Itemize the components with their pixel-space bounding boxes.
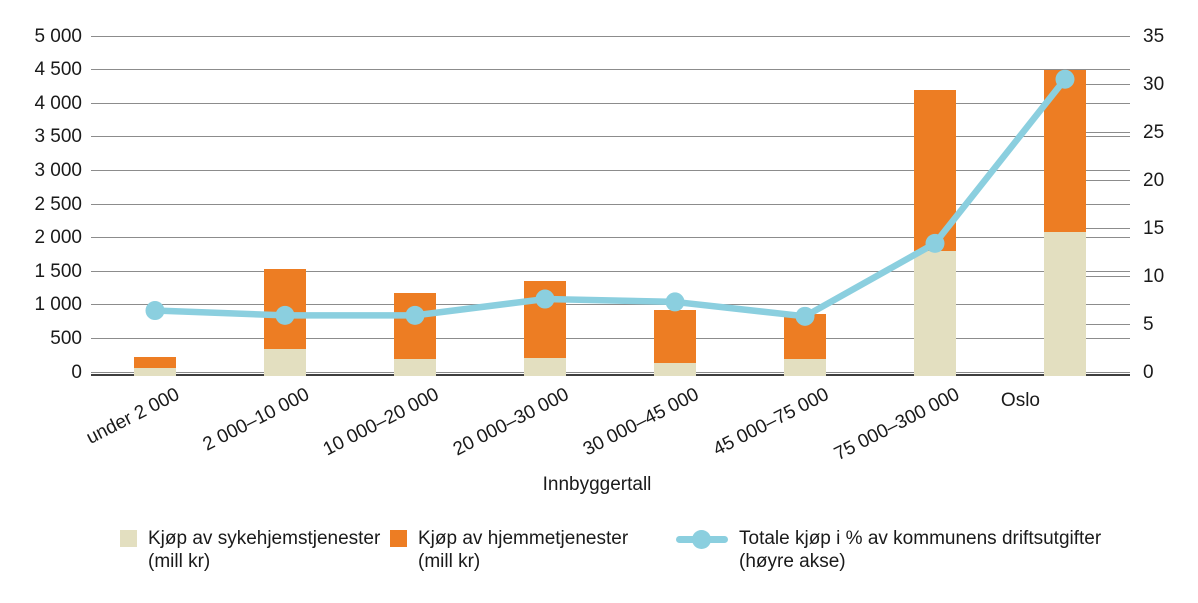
- right-axis-tick: [1083, 227, 1130, 229]
- line-marker: [405, 305, 425, 325]
- bar-segment-sykehjem: [914, 251, 956, 376]
- gridline: [91, 69, 1130, 71]
- right-axis-label: 35: [1143, 25, 1165, 47]
- right-axis-label: 30: [1143, 73, 1165, 95]
- right-axis-tick: [1083, 35, 1130, 37]
- line-marker: [925, 233, 945, 253]
- bar-segment-hjemme: [394, 292, 436, 360]
- bar-segment-sykehjem: [264, 349, 306, 376]
- left-axis-label: 3 000: [34, 159, 82, 181]
- legend-label-line1: Totale kjøp i % av kommunens driftsutgif…: [739, 528, 1102, 549]
- left-axis-label: 2 000: [34, 227, 82, 249]
- legend-item-hjemme: Kjøp av hjemmetjenester (mill kr): [390, 528, 628, 573]
- legend-swatch-hjemme: [390, 530, 407, 547]
- left-axis-label: 1 500: [34, 260, 82, 282]
- x-axis-label: Oslo: [1000, 390, 1040, 411]
- right-axis-label: 25: [1143, 121, 1165, 143]
- gridline: [91, 169, 1130, 171]
- left-axis-label: 5 000: [34, 25, 82, 47]
- gridline: [91, 35, 1130, 37]
- right-axis-label: 10: [1143, 265, 1165, 287]
- legend-swatch-sykehjem: [120, 530, 137, 547]
- gridline: [91, 304, 1130, 306]
- legend-swatch-line-dot-icon: [676, 529, 728, 550]
- legend-label-line2: (høyre akse): [739, 550, 846, 572]
- line-marker: [1055, 69, 1075, 89]
- legend-label-line1: Kjøp av hjemmetjenester: [418, 528, 629, 549]
- left-axis-label: 500: [50, 327, 82, 349]
- gridline: [91, 371, 1130, 373]
- gridline: [91, 337, 1130, 339]
- left-axis-label: 1 000: [34, 294, 82, 316]
- gridline: [91, 136, 1130, 138]
- bar-segment-hjemme: [134, 356, 176, 368]
- line-path: [151, 75, 1069, 320]
- legend-label-sykehjem: Kjøp av sykehjemstjenester (mill kr): [148, 528, 380, 573]
- line-marker: [275, 305, 295, 325]
- right-axis-tick: [1083, 131, 1130, 133]
- left-axis-label: 4 000: [34, 92, 82, 114]
- line-marker: [795, 306, 815, 326]
- bar-segment-hjemme: [654, 309, 696, 364]
- bar-segment-sykehjem: [654, 363, 696, 376]
- gridline: [91, 270, 1130, 272]
- right-axis-label: 15: [1143, 217, 1165, 239]
- bar-segment-sykehjem: [524, 357, 566, 376]
- legend-label-line1: Kjøp av sykehjemstjenester: [148, 528, 381, 549]
- legend-label-line2: (mill kr): [148, 550, 211, 572]
- right-axis-tick: [1083, 371, 1130, 373]
- line-marker: [535, 289, 555, 309]
- gridline: [91, 237, 1130, 239]
- right-axis-tick: [1083, 83, 1130, 85]
- right-axis-label: 0: [1143, 361, 1154, 383]
- line-marker: [665, 292, 685, 312]
- gridline: [91, 203, 1130, 205]
- line-marker: [145, 301, 165, 321]
- legend-label-line2: (mill kr): [418, 550, 481, 572]
- right-axis-tick: [1083, 179, 1130, 181]
- x-axis-title: Innbyggertall: [542, 474, 652, 495]
- right-axis-tick: [1083, 323, 1130, 325]
- bar-segment-sykehjem: [1044, 231, 1086, 376]
- bar-segment-sykehjem: [134, 367, 176, 376]
- left-axis-label: 4 500: [34, 59, 82, 81]
- right-axis-tick: [1083, 275, 1130, 277]
- left-axis-label: 0: [71, 361, 82, 383]
- legend-label-hjemme: Kjøp av hjemmetjenester (mill kr): [418, 528, 628, 573]
- right-axis-label: 20: [1143, 169, 1165, 191]
- bar-segment-sykehjem: [394, 359, 436, 376]
- bar-segment-sykehjem: [784, 358, 826, 376]
- right-axis-label: 5: [1143, 313, 1154, 335]
- legend-label-totale: Totale kjøp i % av kommunens driftsutgif…: [739, 528, 1101, 573]
- gridline: [91, 102, 1130, 104]
- legend-item-sykehjem: Kjøp av sykehjemstjenester (mill kr): [120, 528, 380, 573]
- legend-item-totale: Totale kjøp i % av kommunens driftsutgif…: [676, 528, 1101, 573]
- left-axis-label: 2 500: [34, 193, 82, 215]
- left-axis-label: 3 500: [34, 126, 82, 148]
- x-axis-baseline: [91, 374, 1130, 376]
